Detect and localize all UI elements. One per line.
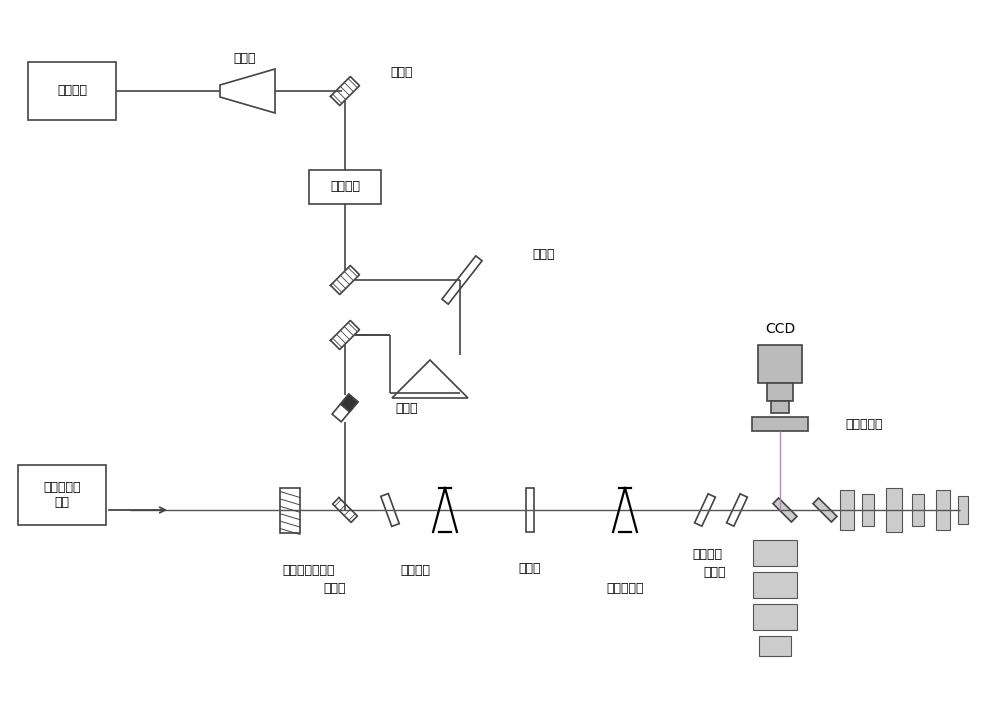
Bar [753,604,797,630]
Bar [759,636,791,656]
Text: CCD: CCD [765,322,795,336]
Bar [912,494,924,526]
Polygon shape [340,394,358,412]
Bar [280,488,300,532]
Text: 滤波板: 滤波板 [519,561,541,574]
Text: 延迟晶体: 延迟晶体 [400,563,430,577]
Bar [28,62,116,120]
Text: 缩束器: 缩束器 [234,52,256,65]
Polygon shape [392,360,468,398]
Text: 反射镜: 反射镜 [390,66,413,79]
Polygon shape [442,256,482,304]
Text: 位移晶体: 位移晶体 [692,548,722,561]
Text: 半导体探测晶体: 半导体探测晶体 [283,563,335,577]
Text: 傅里叶透镜: 傅里叶透镜 [606,582,644,595]
Bar [309,170,381,204]
Polygon shape [813,498,837,522]
Bar [862,494,874,526]
Bar [958,496,968,524]
Polygon shape [773,498,797,522]
Text: 延迟线: 延迟线 [532,249,554,262]
Polygon shape [220,69,275,113]
Text: 分束镜: 分束镜 [704,566,726,579]
Bar [753,540,797,566]
Polygon shape [695,494,715,526]
Bar [18,465,106,525]
Bar [840,490,854,530]
Bar [753,572,797,598]
Polygon shape [332,394,358,422]
Text: 噊耗装置: 噊耗装置 [330,180,360,193]
Polygon shape [727,494,747,526]
Bar [752,417,808,431]
Bar [771,401,789,413]
Polygon shape [381,494,399,526]
Text: 待探测超快
事件: 待探测超快 事件 [43,481,81,509]
Text: 偏振片: 偏振片 [395,401,418,414]
Text: 窄带滤波片: 窄带滤波片 [845,417,883,430]
Bar [758,345,802,383]
Bar [767,383,793,401]
Bar [886,488,902,532]
Bar [936,490,950,530]
Text: 超短激光: 超短激光 [57,84,87,97]
Bar [526,488,534,532]
Text: 分束镜: 分束镜 [324,582,346,595]
